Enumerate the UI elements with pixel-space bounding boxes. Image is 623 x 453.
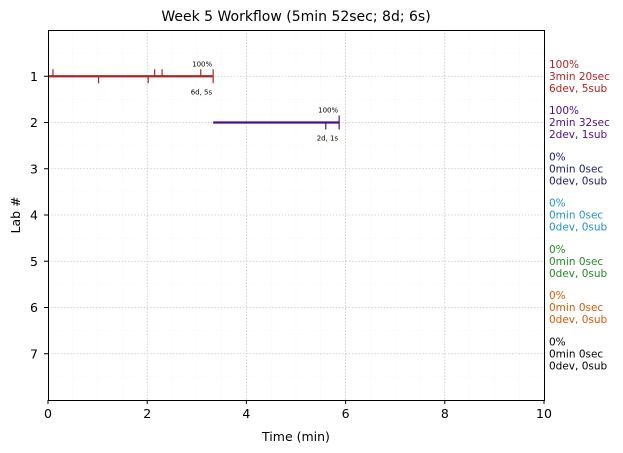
lab-2-summary-line: 100% bbox=[549, 105, 579, 117]
lab-5-summary-line: 0dev, 0sub bbox=[549, 268, 608, 280]
y-axis: 1 2 3 4 5 6 7 bbox=[30, 69, 48, 361]
lab-5-summary-line: 0% bbox=[549, 244, 566, 256]
lab-2-summary-line: 2min 32sec bbox=[549, 117, 610, 129]
lab-7-summary-line: 0dev, 0sub bbox=[549, 360, 608, 372]
lab-3-summary-line: 0min 0sec bbox=[549, 163, 603, 175]
lab-5-summary-line: 0min 0sec bbox=[549, 256, 603, 268]
x-axis-label: Time (min) bbox=[261, 429, 330, 444]
x-tick-label: 6 bbox=[342, 406, 350, 421]
lab-1-summary-line: 3min 20sec bbox=[549, 71, 610, 83]
lab-1-count-label: 6d, 5s bbox=[191, 88, 213, 96]
y-tick-label: 3 bbox=[30, 161, 38, 176]
chart-title: Week 5 Workflow (5min 52sec; 8d; 6s) bbox=[161, 9, 430, 25]
plot-frame bbox=[48, 30, 545, 401]
lab-4-summary-line: 0% bbox=[549, 198, 566, 210]
lab-2-summary-line: 2dev, 1sub bbox=[549, 129, 608, 141]
lab-7-summary-line: 0% bbox=[549, 336, 566, 348]
lab-3-summary-line: 0dev, 0sub bbox=[549, 175, 608, 187]
lab-6-summary-line: 0dev, 0sub bbox=[549, 314, 608, 326]
lab-1-pct-label: 100% bbox=[192, 60, 212, 68]
x-tick-label: 2 bbox=[143, 406, 151, 421]
lab-1-summary-line: 6dev, 5sub bbox=[549, 83, 608, 95]
lab-2-pct-label: 100% bbox=[318, 107, 338, 115]
lab-2-count-label: 2d, 1s bbox=[317, 135, 339, 143]
lab-1-summary-line: 100% bbox=[549, 59, 579, 71]
x-tick-label: 0 bbox=[44, 406, 52, 421]
lab-2-series: 100% 2d, 1s bbox=[213, 107, 340, 143]
y-tick-label: 6 bbox=[30, 300, 38, 315]
lab-4-summary-line: 0dev, 0sub bbox=[549, 222, 608, 234]
y-tick-label: 4 bbox=[30, 208, 38, 223]
y-tick-label: 7 bbox=[30, 346, 38, 361]
lab-6-summary-line: 0min 0sec bbox=[549, 302, 603, 314]
lab-3-summary-line: 0% bbox=[549, 151, 566, 163]
lab-1-series: 100% 6d, 5s bbox=[48, 60, 214, 96]
y-axis-label: Lab # bbox=[8, 196, 23, 233]
x-tick-label: 8 bbox=[441, 406, 449, 421]
lab-7-summary-line: 0min 0sec bbox=[549, 348, 603, 360]
lab-6-summary-line: 0% bbox=[549, 290, 566, 302]
y-tick-label: 2 bbox=[30, 115, 38, 130]
x-tick-label: 4 bbox=[242, 406, 250, 421]
x-axis: 0 2 4 6 8 10 bbox=[44, 400, 552, 421]
major-grid bbox=[48, 30, 544, 400]
x-tick-label: 10 bbox=[536, 406, 552, 421]
lab-4-summary-line: 0min 0sec bbox=[549, 210, 603, 222]
y-tick-label: 5 bbox=[30, 254, 38, 269]
y-tick-label: 1 bbox=[30, 69, 38, 84]
series-layer: 100% 6d, 5s 100% 2d, 1s bbox=[48, 60, 340, 143]
